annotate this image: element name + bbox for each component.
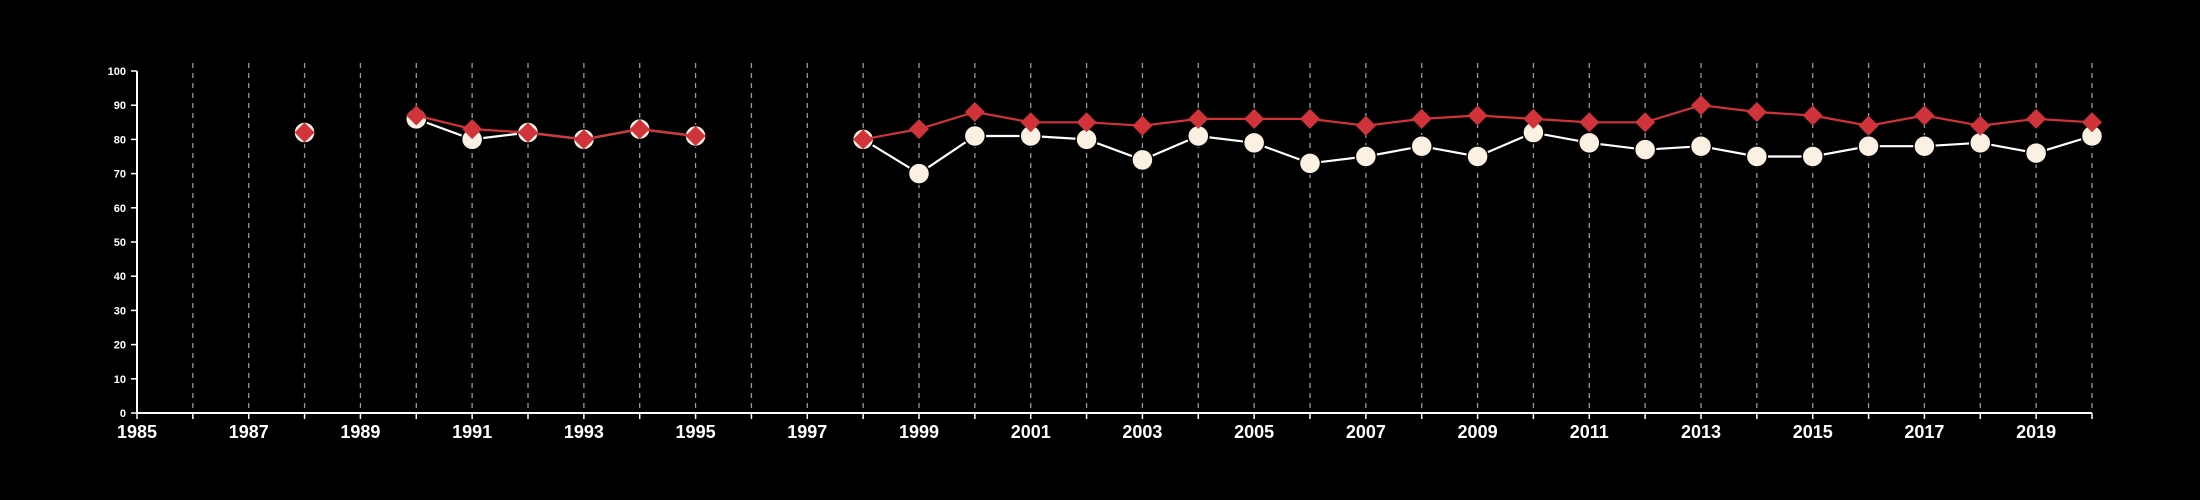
series-1-point-2007 [1355, 115, 1376, 136]
x-tick-label-1999: 1999 [899, 422, 939, 442]
x-tick-label-2001: 2001 [1011, 422, 1051, 442]
y-tick-label-0: 0 [120, 408, 126, 420]
series-1-point-2008 [1411, 108, 1432, 129]
series-1-point-2009 [1467, 105, 1488, 126]
x-tick-label-2011: 2011 [1570, 422, 1609, 442]
series-1-point-1998 [853, 129, 874, 150]
series-layer [293, 95, 2104, 185]
grid-lines [192, 63, 2093, 413]
y-tick-label-60: 60 [114, 203, 126, 215]
series-0-point-2003 [1131, 148, 1154, 172]
series-0-point-2005 [1242, 131, 1266, 155]
x-tick-label-1995: 1995 [676, 422, 716, 442]
series-1-point-2012 [1635, 112, 1656, 133]
x-tick-label-2003: 2003 [1122, 422, 1162, 442]
series-1-point-1988 [294, 122, 315, 143]
series-0-point-2016 [1857, 134, 1880, 158]
y-tick-label-50: 50 [114, 237, 126, 249]
x-tick-label-2019: 2019 [2016, 422, 2056, 442]
x-tick-label-1987: 1987 [229, 422, 269, 442]
series-1-point-2002 [1076, 112, 1097, 133]
series-1-point-1992 [518, 122, 538, 143]
x-tick-label-2009: 2009 [1458, 422, 1498, 442]
series-1-point-1991 [462, 119, 483, 140]
series-1-point-2001 [1020, 112, 1041, 133]
series-1-point-2016 [1858, 115, 1879, 136]
x-tick-label-2007: 2007 [1346, 422, 1386, 442]
x-tick-label-2015: 2015 [1793, 422, 1833, 442]
y-tick-label-70: 70 [114, 169, 126, 181]
series-0 [293, 107, 2104, 185]
x-tick-label-2017: 2017 [1904, 422, 1944, 442]
y-tick-label-90: 90 [114, 100, 126, 112]
y-tick-label-80: 80 [114, 134, 126, 146]
series-0-point-2007 [1354, 145, 1378, 168]
series-0-point-2008 [1410, 134, 1433, 158]
series-0-point-2019 [2024, 141, 2048, 165]
series-1-point-2017 [1914, 105, 1935, 126]
series-1-point-2000 [964, 102, 985, 123]
series-1-point-2014 [1746, 102, 1767, 123]
series-1-point-2015 [1802, 105, 1823, 126]
x-tick-label-2005: 2005 [1234, 422, 1274, 442]
series-1-point-1994 [629, 119, 650, 140]
series-1-point-1995 [685, 125, 706, 146]
y-tick-label-40: 40 [114, 271, 126, 283]
series-0-point-2009 [1466, 145, 1489, 168]
series-1-point-2018 [1970, 115, 1991, 136]
series-0-point-2013 [1689, 134, 1713, 158]
series-0-point-1999 [907, 162, 931, 185]
series-0-point-2017 [1913, 134, 1936, 158]
series-1-point-1990 [406, 105, 427, 126]
series-0-point-2012 [1633, 138, 1657, 161]
series-1-point-2006 [1300, 108, 1320, 129]
series-0-point-2014 [1745, 145, 1769, 168]
series-1-point-2013 [1691, 95, 1711, 116]
x-tick-label-1985: 1985 [117, 422, 157, 442]
series-1-point-1999 [909, 119, 929, 140]
series-0-point-2000 [963, 124, 987, 148]
series-1-point-2011 [1579, 112, 1600, 133]
series-1-point-2019 [2026, 108, 2047, 129]
series-0-point-2015 [1801, 145, 1824, 168]
axes: 0 10 20 30 40 50 60 70 80 90 100 1985 1987 1989 1991 19… [108, 66, 2093, 442]
x-tick-label-2013: 2013 [1681, 422, 1721, 442]
y-tick-label-30: 30 [114, 305, 126, 317]
x-tick-label-1993: 1993 [564, 422, 604, 442]
x-tick-label-1989: 1989 [340, 422, 380, 442]
series-1 [294, 95, 2102, 150]
series-1-point-1993 [573, 129, 594, 150]
series-1-point-2010 [1523, 108, 1544, 129]
series-1-point-2020 [2082, 112, 2102, 133]
y-tick-label-10: 10 [114, 374, 126, 386]
x-tick-label-1991: 1991 [452, 422, 492, 442]
series-1-point-2004 [1188, 108, 1209, 129]
series-1-point-2005 [1244, 108, 1265, 129]
series-1-line-0 [416, 114, 696, 141]
series-1-point-2003 [1132, 115, 1153, 136]
y-tick-label-100: 100 [108, 66, 126, 78]
series-0-point-2006 [1298, 152, 1322, 175]
series-0-point-2011 [1578, 131, 1601, 155]
y-tick-label-20: 20 [114, 340, 126, 352]
x-tick-label-1997: 1997 [787, 422, 827, 442]
